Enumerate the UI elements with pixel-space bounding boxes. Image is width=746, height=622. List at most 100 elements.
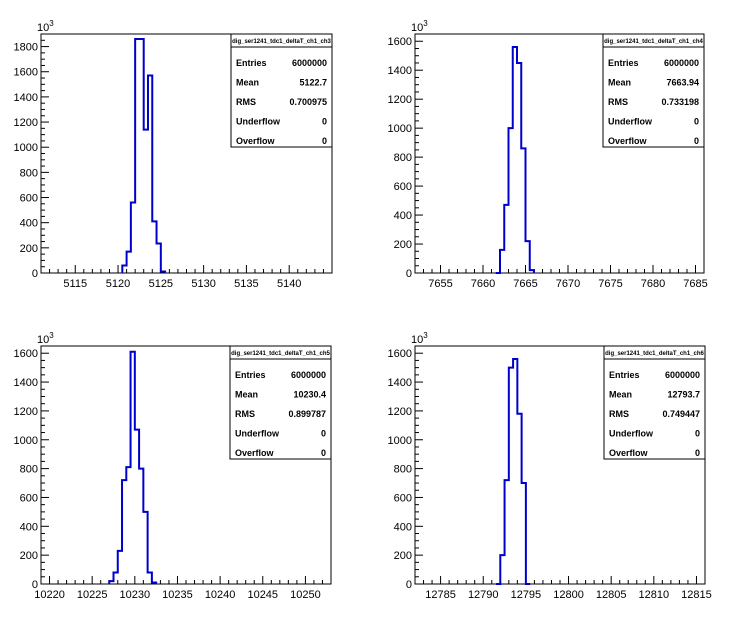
stats-label-entries: Entries	[236, 58, 267, 68]
histogram-bin	[122, 265, 126, 273]
stats-label-entries: Entries	[609, 370, 640, 380]
histogram-bin	[517, 414, 521, 584]
x-tick-label: 10245	[247, 589, 278, 601]
stats-value-mean: 5122.7	[299, 78, 327, 88]
stats-box: dig_ser1241_tdc1_deltaT_ch1_ch5 Entries 60…	[229, 345, 332, 460]
histogram-bin	[522, 483, 526, 584]
histogram-bin	[509, 128, 513, 273]
y-multiplier-label: 103	[37, 331, 54, 346]
histogram-bin	[118, 551, 122, 584]
histogram-outline	[495, 46, 535, 274]
histogram-bin	[500, 250, 504, 273]
stats-box: dig_ser1241_tdc1_deltaT_ch1_ch6 Entries 60…	[603, 345, 706, 460]
x-tick-label: 7680	[641, 278, 665, 290]
histogram-bin	[530, 270, 534, 273]
histogram-bin	[509, 368, 513, 584]
y-tick-label: 1400	[14, 377, 38, 389]
y-tick-label: 1200	[14, 117, 38, 129]
stats-value-underflow: 0	[694, 117, 699, 127]
y-multiplier-base: 10	[37, 334, 49, 346]
x-tick-label: 7655	[428, 278, 452, 290]
stats-label-underflow: Underflow	[608, 117, 653, 127]
x-tick-label: 5135	[234, 278, 258, 290]
histogram-bin	[131, 203, 135, 273]
histogram-bin	[127, 252, 131, 273]
x-tick-label: 5140	[277, 278, 301, 290]
histogram-bin	[500, 555, 504, 584]
stats-value-mean: 10230.4	[293, 390, 326, 400]
histogram-bin	[513, 359, 517, 584]
histogram-outline	[108, 350, 158, 584]
x-tick-label: 7670	[556, 278, 580, 290]
y-tick-label: 0	[406, 268, 412, 280]
y-tick-label: 600	[394, 181, 412, 193]
y-tick-label: 200	[20, 550, 38, 562]
histogram-bin	[521, 148, 525, 273]
y-tick-label: 0	[32, 268, 38, 280]
y-tick-label: 200	[20, 243, 38, 255]
x-tick-label: 12815	[681, 589, 712, 601]
y-tick-label: 1400	[14, 92, 38, 104]
stats-box-frame	[602, 33, 705, 148]
stats-label-rms: RMS	[236, 97, 256, 107]
y-tick-label: 1200	[388, 406, 412, 418]
y-multiplier-label: 103	[411, 331, 428, 346]
x-tick-label: 7675	[598, 278, 622, 290]
stats-value-mean: 7663.94	[666, 78, 699, 88]
stats-value-overflow: 0	[695, 448, 700, 458]
x-tick-label: 10235	[162, 589, 193, 601]
x-tick-label: 5125	[149, 278, 173, 290]
x-tick-label: 5115	[63, 278, 87, 290]
y-tick-label: 1400	[388, 377, 412, 389]
stats-label-entries: Entries	[608, 58, 639, 68]
histogram-bin	[152, 221, 156, 273]
stats-title: dig_ser1241_tdc1_deltaT_ch1_ch4	[604, 39, 703, 45]
y-tick-label: 800	[394, 152, 412, 164]
y-multiplier-base: 10	[37, 22, 49, 34]
x-tick-label: 10225	[77, 589, 108, 601]
stats-label-overflow: Overflow	[235, 448, 275, 458]
stats-value-rms: 0.733198	[661, 97, 699, 107]
y-tick-label: 800	[394, 464, 412, 476]
y-tick-label: 1800	[14, 42, 38, 54]
stats-value-overflow: 0	[322, 136, 327, 146]
histogram-bin	[135, 430, 139, 584]
stats-value-rms: 0.899787	[288, 409, 326, 419]
y-tick-label: 1600	[14, 67, 38, 79]
y-multiplier-base: 10	[411, 22, 423, 34]
y-tick-label: 400	[20, 218, 38, 230]
stats-label-mean: Mean	[235, 390, 258, 400]
histogram-bin	[148, 572, 152, 584]
y-tick-label: 400	[394, 521, 412, 533]
stats-box: dig_ser1241_tdc1_deltaT_ch1_ch3 Entries 60…	[230, 33, 333, 148]
x-tick-label: 12795	[511, 589, 542, 601]
x-tick-label: 12785	[425, 589, 456, 601]
stats-box-frame	[230, 33, 333, 148]
y-tick-label: 200	[394, 550, 412, 562]
stats-label-rms: RMS	[235, 409, 255, 419]
histogram-outline	[496, 357, 531, 585]
y-multiplier-base: 10	[411, 334, 423, 346]
histogram-bin	[152, 583, 156, 584]
histogram-bin	[517, 63, 521, 273]
stats-box-frame	[603, 345, 706, 460]
x-tick-label: 10250	[290, 589, 321, 601]
x-tick-label: 7665	[513, 278, 537, 290]
stats-value-rms: 0.700975	[289, 97, 327, 107]
stats-title: dig_ser1241_tdc1_deltaT_ch1_ch5	[231, 351, 330, 357]
y-tick-label: 1000	[388, 123, 412, 135]
histogram-bin	[109, 581, 113, 584]
y-tick-label: 600	[20, 193, 38, 205]
stats-value-entries: 6000000	[665, 370, 700, 380]
y-tick-label: 1400	[388, 65, 412, 77]
stats-label-overflow: Overflow	[236, 136, 276, 146]
y-tick-label: 0	[406, 579, 412, 591]
histogram-pad: 0200400600800100012001400160018001035115…	[14, 19, 333, 290]
y-multiplier-exponent: 3	[423, 331, 428, 340]
stats-value-overflow: 0	[321, 448, 326, 458]
stats-value-underflow: 0	[322, 117, 327, 127]
